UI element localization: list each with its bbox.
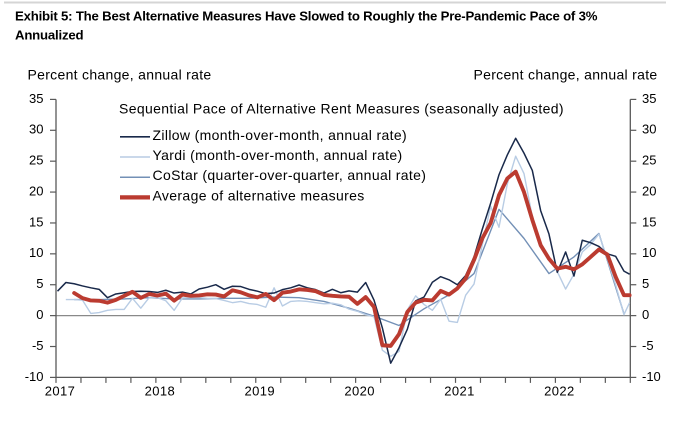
svg-text:Annualized: Annualized <box>15 27 83 42</box>
svg-text:15: 15 <box>642 214 656 229</box>
svg-text:35: 35 <box>642 91 656 106</box>
svg-text:Percent change, annual rate: Percent change, annual rate <box>473 67 657 83</box>
svg-text:2022: 2022 <box>544 384 575 399</box>
svg-text:10: 10 <box>29 245 43 260</box>
svg-text:CoStar (quarter-over-quarter,: CoStar (quarter-over-quarter, annual rat… <box>153 167 427 183</box>
svg-text:20: 20 <box>642 183 656 198</box>
svg-text:Yardi (month-over-month, annua: Yardi (month-over-month, annual rate) <box>153 147 403 163</box>
svg-text:2020: 2020 <box>344 384 375 399</box>
svg-text:5: 5 <box>642 276 649 291</box>
svg-text:-10: -10 <box>25 369 44 384</box>
svg-text:2018: 2018 <box>145 384 176 399</box>
svg-text:Exhibit 5: The Best Alternativ: Exhibit 5: The Best Alternative Measures… <box>15 8 598 23</box>
svg-text:-5: -5 <box>642 338 654 353</box>
svg-text:25: 25 <box>642 153 656 168</box>
svg-text:2017: 2017 <box>45 384 76 399</box>
svg-text:30: 30 <box>642 122 656 137</box>
svg-text:2021: 2021 <box>444 384 475 399</box>
svg-text:Sequential Pace of Alternative: Sequential Pace of Alternative Rent Meas… <box>119 100 564 116</box>
svg-text:35: 35 <box>29 91 43 106</box>
svg-text:2019: 2019 <box>244 384 275 399</box>
svg-text:25: 25 <box>29 153 43 168</box>
svg-text:30: 30 <box>29 122 43 137</box>
svg-text:20: 20 <box>29 183 43 198</box>
svg-text:Zillow (month-over-month, annu: Zillow (month-over-month, annual rate) <box>153 127 408 143</box>
svg-text:Percent change, annual rate: Percent change, annual rate <box>28 67 212 83</box>
svg-text:5: 5 <box>36 276 43 291</box>
svg-text:Average of alternative measure: Average of alternative measures <box>153 187 365 203</box>
svg-text:0: 0 <box>642 307 649 322</box>
svg-text:10: 10 <box>642 245 656 260</box>
svg-text:-5: -5 <box>32 338 44 353</box>
svg-text:15: 15 <box>29 214 43 229</box>
svg-text:-10: -10 <box>642 369 661 384</box>
svg-text:0: 0 <box>36 307 43 322</box>
